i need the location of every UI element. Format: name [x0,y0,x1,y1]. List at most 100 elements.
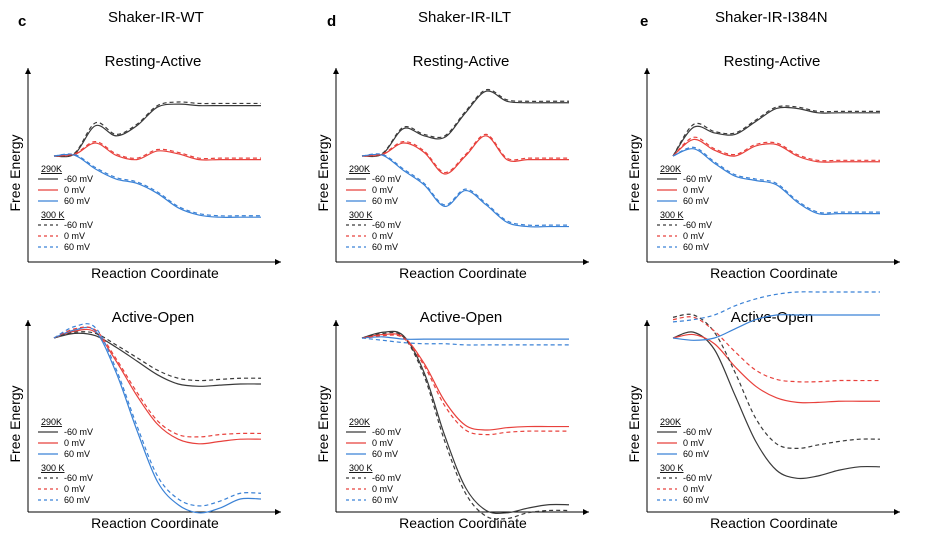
chart-title: Active-Open [731,309,814,326]
x-axis-arrow [583,259,589,265]
series-line-60mv-290k [53,153,261,218]
legend-label: 0 mV [372,231,393,241]
legend-label: -60 mV [683,220,712,230]
legend-label: 60 mV [64,449,90,459]
x-axis-label: Reaction Coordinate [710,515,838,531]
series-line-60mv-290k [672,148,880,216]
series-line-60mv-300k [53,101,261,158]
series-line-60mv-290k [53,326,262,514]
x-axis-label: Reaction Coordinate [91,265,219,281]
legend-group-290k: 290K [660,417,681,427]
legend-label: 60 mV [64,242,90,252]
y-axis-label: Free Energy [7,134,23,211]
legend-label: 60 mV [64,196,90,206]
column-title-wt: Shaker-IR-WT [108,9,204,26]
x-axis-label: Reaction Coordinate [91,515,219,531]
legend-label: 0 mV [64,484,85,494]
legend-label: -60 mV [372,174,401,184]
legend-label: 60 mV [372,495,398,505]
chart-panel-c-active-open: Active-Open Reaction Coordinate Free Energ… [7,309,281,531]
series-line-0mv-290k [361,135,569,175]
x-axis-arrow [894,509,900,515]
column-title-i384n: Shaker-IR-I384N [715,9,828,26]
series-line-60mv-300k [361,88,569,157]
series-lines [361,88,569,228]
legend-label: -60 mV [64,220,93,230]
legend-label: -60 mV [372,220,401,230]
legend-label: -60 mV [372,473,401,483]
legend-label: 60 mV [683,495,709,505]
legend-label: -60 mV [64,427,93,437]
series-line-60mv-290k [361,336,569,340]
panel-letter-d: d [327,13,336,30]
series-line-60mv-290k [672,106,880,157]
x-axis-arrow [583,509,589,515]
y-axis-arrow [333,68,339,74]
legend-label: 60 mV [683,449,709,459]
legend-group-290k: 290K [41,164,62,174]
axes [644,320,900,515]
series-line-0mv-300k [361,133,569,174]
x-axis-label: Reaction Coordinate [399,265,527,281]
series-line-60mv-290k [53,332,262,387]
series-line-60mv-300k [53,153,261,217]
y-axis-label: Free Energy [7,385,23,462]
series-line-60mv-300k [672,146,880,214]
legend-label: 0 mV [372,185,393,195]
x-axis-label: Reaction Coordinate [710,265,838,281]
legend-label: -60 mV [64,473,93,483]
y-axis-arrow [25,320,31,326]
legend-group-300k: 300 K [660,463,684,473]
series-line-60mv-290k [53,103,261,158]
series-line-0mv-290k [53,328,262,445]
legend-label: -60 mV [683,473,712,483]
series-line-60mv-300k [53,331,262,382]
series-line-60mv-290k [672,314,880,341]
series-line-0mv-300k [672,316,880,383]
panel-letter-e: e [640,13,648,30]
legend-label: 0 mV [64,185,85,195]
legend-label: -60 mV [683,174,712,184]
series-lines [361,330,570,520]
chart-panel-d-active-open: Active-Open Reaction Coordinate Free Energ… [315,309,589,531]
legend-label: 0 mV [372,484,393,494]
axes [25,68,281,265]
chart-panel-e-resting-active: Resting-Active Reaction Coordinate Free En… [626,53,900,281]
chart-panel-d-resting-active: Resting-Active Reaction Coordinate Free En… [315,53,589,281]
column-headers: c Shaker-IR-WT d Shaker-IR-ILT e Shaker-… [18,9,828,30]
series-line-0mv-300k [53,326,262,438]
legend-group-300k: 300 K [41,463,65,473]
series-line-60mv-300k [361,337,569,346]
y-axis-label: Free Energy [315,134,331,211]
x-axis-arrow [894,259,900,265]
legend-label: 0 mV [683,484,704,494]
series-lines [672,291,881,480]
series-line-0mv-290k [672,333,880,404]
legend-label: -60 mV [372,427,401,437]
legend-label: 60 mV [372,242,398,252]
series-line-60mv-290k [361,153,569,228]
plots: Resting-Active Reaction Coordinate Free En… [7,53,900,531]
x-axis-arrow [275,509,281,515]
legend-label: 60 mV [683,196,709,206]
legend-label: 0 mV [683,438,704,448]
series-line-60mv-300k [672,313,881,450]
legend-label: 60 mV [64,495,90,505]
legend-label: 60 mV [372,449,398,459]
legend-label: 0 mV [64,438,85,448]
legend-label: -60 mV [683,427,712,437]
series-line-60mv-300k [53,323,262,507]
y-axis-label: Free Energy [626,385,642,462]
axes [333,320,589,515]
series-lines [53,101,261,218]
column-title-ilt: Shaker-IR-ILT [418,9,511,26]
chart-title: Resting-Active [105,53,202,70]
axes [644,68,900,265]
y-axis-label: Free Energy [315,385,331,462]
legend-label: 60 mV [683,242,709,252]
series-line-0mv-290k [672,138,880,163]
